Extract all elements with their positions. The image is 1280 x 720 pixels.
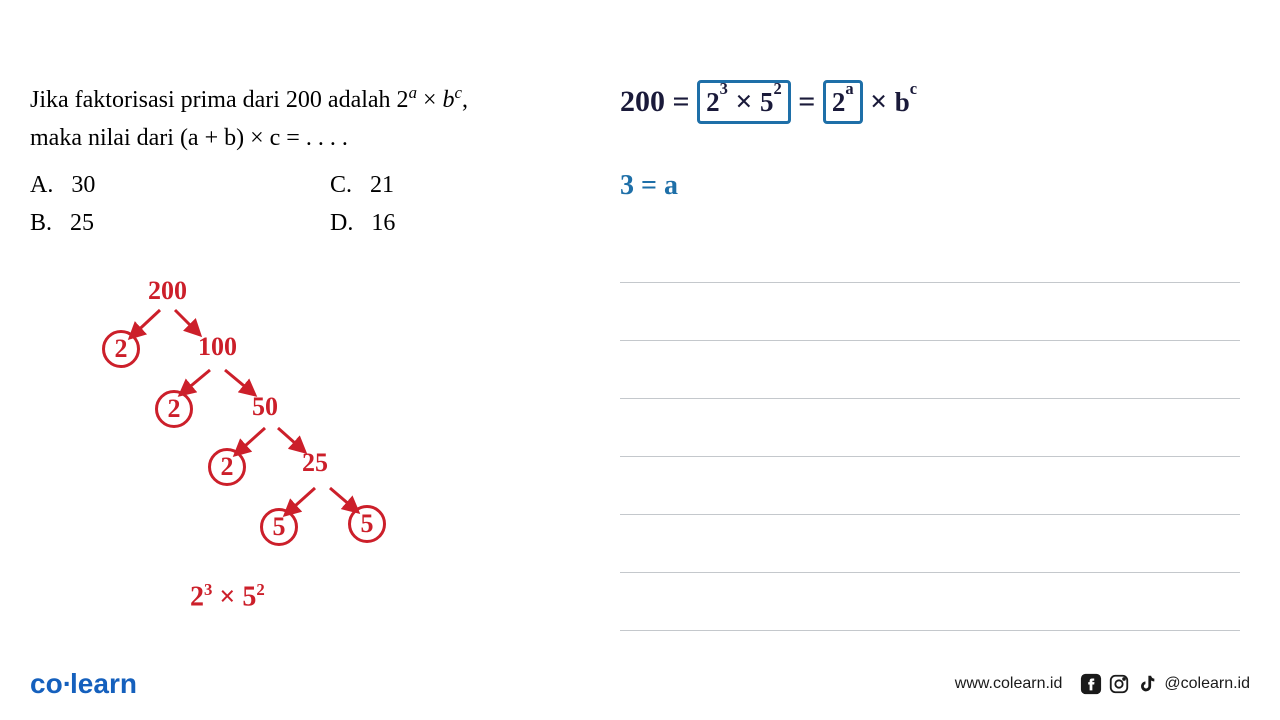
eq1-b1exp: 3 (720, 79, 728, 98)
eq1-b2base: 5 (760, 87, 774, 117)
q-text-1: Jika faktorisasi prima dari 200 adalah 2 (30, 87, 409, 113)
eq1-b4exp: c (910, 79, 917, 98)
social-icons: @colearn.id (1080, 673, 1250, 695)
tree-n3: 2 (155, 390, 193, 428)
equation-2: 3 = a (620, 170, 1240, 202)
tree-n7: 5 (260, 508, 298, 546)
tr-b1: 2 (190, 581, 204, 612)
q-sup-c: c (455, 83, 462, 102)
eq1-b2exp: 2 (773, 79, 781, 98)
eq1-b4base: b (895, 87, 910, 117)
tree-root: 200 (148, 276, 187, 306)
option-d: D. 16 (330, 204, 590, 242)
question-line-2: maka nilai dari (a + b) × c = . . . . (30, 119, 590, 157)
tree-n5: 2 (208, 448, 246, 486)
eq1-b3exp: a (845, 79, 853, 98)
q-times: × (417, 87, 443, 113)
eq1-t2: × (870, 85, 887, 119)
q-b: b (443, 87, 455, 113)
tree-result: 23 × 52 (190, 580, 265, 613)
option-b: B. 25 (30, 204, 290, 242)
equation-1: 200 = 23 × 52 = 2a × bc (620, 80, 1240, 150)
eq1-box2: 2a (823, 80, 863, 124)
eq1-t1: × (728, 85, 760, 118)
footer: co·learn www.colearn.id @colearn.id (30, 668, 1250, 700)
tiktok-icon (1136, 673, 1158, 695)
eq1-b3base: 2 (832, 87, 846, 117)
eq1-b4: bc (895, 85, 917, 119)
tr-op: × (212, 581, 242, 612)
question-block: Jika faktorisasi prima dari 200 adalah 2… (30, 80, 590, 243)
tr-b2: 5 (242, 581, 256, 612)
eq1-eq: = (673, 85, 690, 119)
ruled-line (620, 573, 1240, 631)
ruled-line (620, 283, 1240, 341)
tree-n4: 50 (252, 392, 278, 422)
logo: co·learn (30, 668, 137, 700)
eq1-box1: 23 × 52 (697, 80, 791, 124)
ruled-line (620, 341, 1240, 399)
footer-url: www.colearn.id (955, 675, 1063, 693)
ruled-line (620, 515, 1240, 573)
tree-n2: 100 (198, 332, 237, 362)
question-line-1: Jika faktorisasi prima dari 200 adalah 2… (30, 80, 590, 119)
tree-n6: 25 (302, 448, 328, 478)
eq1-eq2: = (798, 85, 815, 119)
facebook-icon (1080, 673, 1102, 695)
logo-co: co (30, 668, 63, 699)
factor-tree: 200 2 100 2 50 2 25 5 5 23 × 52 (80, 280, 400, 620)
option-a: A. 30 (30, 166, 290, 204)
tree-arrows (80, 280, 400, 600)
footer-right: www.colearn.id @colearn.id (955, 673, 1250, 695)
ruled-line (620, 225, 1240, 283)
tr-e2: 2 (256, 580, 264, 599)
handwriting-block: 200 = 23 × 52 = 2a × bc 3 = a (620, 80, 1240, 202)
q-sup-a: a (409, 83, 417, 102)
tree-n1: 2 (102, 330, 140, 368)
eq1-lhs: 200 (620, 85, 665, 119)
ruled-line (620, 457, 1240, 515)
ruled-line (620, 399, 1240, 457)
q-comma: , (462, 87, 468, 113)
ruled-lines (620, 225, 1240, 631)
logo-learn: learn (70, 668, 137, 699)
footer-handle: @colearn.id (1164, 675, 1250, 693)
eq1-b1base: 2 (706, 87, 720, 117)
option-c: C. 21 (330, 166, 590, 204)
logo-dot: · (63, 668, 70, 699)
instagram-icon (1108, 673, 1130, 695)
options-grid: A. 30 C. 21 B. 25 D. 16 (30, 166, 590, 243)
tree-n8: 5 (348, 505, 386, 543)
